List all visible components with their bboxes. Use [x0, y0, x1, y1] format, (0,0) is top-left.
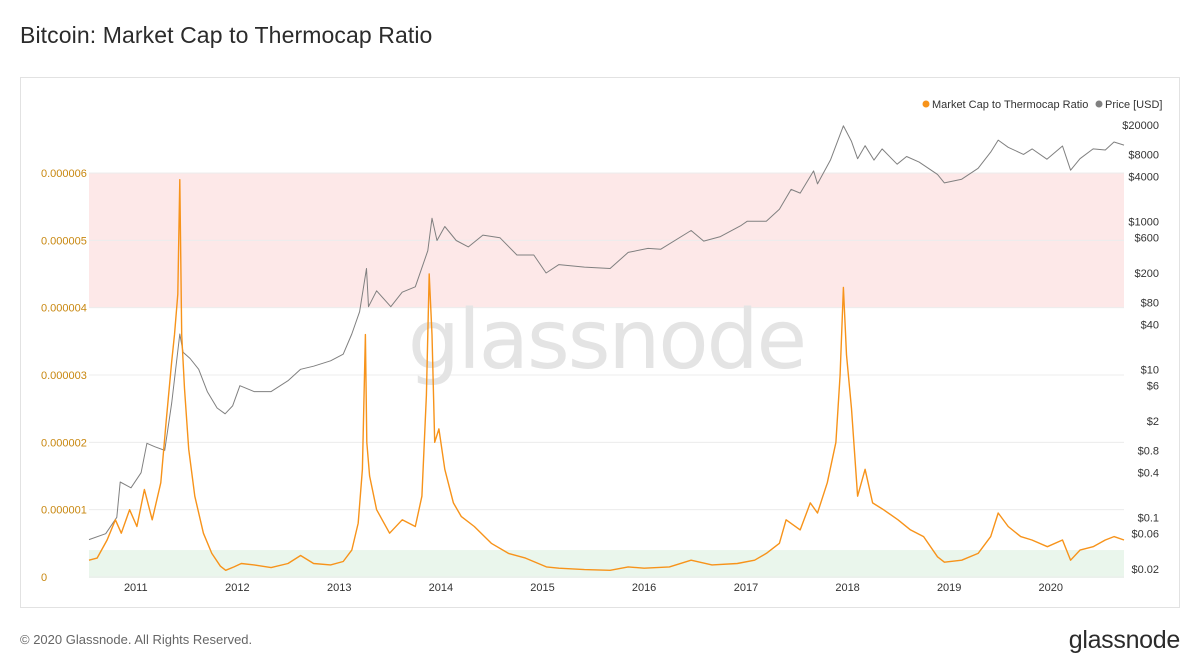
- chart-svg: glassnode 0 0.000001 0.000002 0.000003 0.0000…: [41, 99, 1162, 594]
- x-axis-tick-label: 2019: [937, 582, 961, 594]
- left-axis-tick-label: 0.000004: [41, 303, 87, 315]
- ratio-series-line: [88, 179, 1125, 571]
- right-axis-tick-label: $0.02: [1131, 564, 1159, 576]
- x-axis-tick-label: 2011: [124, 582, 148, 594]
- right-axis-tick-label: $200: [1135, 268, 1159, 280]
- legend-price-label: Price [USD]: [1105, 99, 1162, 111]
- left-axis-tick-label: 0.000002: [41, 437, 87, 449]
- x-axis-tick-label: 2017: [734, 582, 758, 594]
- right-axis-tick-label: $0.06: [1131, 529, 1159, 541]
- right-axis-tick-label: $0.4: [1138, 468, 1159, 480]
- x-axis-tick-label: 2016: [632, 582, 656, 594]
- right-axis-tick-label: $600: [1135, 233, 1159, 245]
- legend-ratio-label: Market Cap to Thermocap Ratio: [932, 99, 1088, 111]
- legend-ratio-dot: [922, 100, 930, 108]
- left-axis-tick-label: 0.000005: [41, 235, 87, 247]
- green-band: [89, 550, 1124, 578]
- left-axis-tick-label: 0.000003: [41, 370, 87, 382]
- left-axis-tick-label: 0: [41, 572, 47, 584]
- left-axis-tick-label: 0.000006: [41, 168, 87, 180]
- legend-price-dot: [1095, 100, 1103, 108]
- right-axis-tick-label: $20000: [1122, 120, 1159, 132]
- x-axis-tick-label: 2013: [327, 582, 351, 594]
- chart-frame: glassnode 0 0.000001 0.000002 0.000003 0.0000…: [20, 77, 1180, 608]
- right-axis-tick-label: $40: [1141, 320, 1159, 332]
- x-axis-tick-label: 2014: [429, 582, 453, 594]
- right-axis-tick-label: $8000: [1128, 149, 1159, 161]
- x-axis-tick-label: 2018: [835, 582, 859, 594]
- left-axis-tick-label: 0.000001: [41, 505, 87, 517]
- watermark: glassnode: [408, 293, 805, 388]
- page-title: Bitcoin: Market Cap to Thermocap Ratio: [20, 22, 433, 48]
- right-axis-tick-label: $0.1: [1138, 512, 1159, 524]
- right-axis-tick-label: $10: [1141, 364, 1159, 376]
- price-series-line: [88, 125, 1125, 541]
- glassnode-logo: glassnode: [1068, 626, 1181, 654]
- right-axis-tick-label: $4000: [1128, 172, 1159, 184]
- right-axis-tick-label: $80: [1141, 297, 1159, 309]
- x-axis-tick-label: 2012: [225, 582, 249, 594]
- x-axis-tick-label: 2020: [1039, 582, 1063, 594]
- copyright-text: © 2020 Glassnode. All Rights Reserved.: [20, 632, 253, 647]
- x-axis-tick-label: 2015: [530, 582, 554, 594]
- right-axis-tick-label: $0.8: [1138, 445, 1159, 457]
- right-axis-tick-label: $6: [1147, 381, 1159, 393]
- right-axis-tick-label: $1000: [1128, 216, 1159, 228]
- right-axis-tick-label: $2: [1147, 416, 1159, 428]
